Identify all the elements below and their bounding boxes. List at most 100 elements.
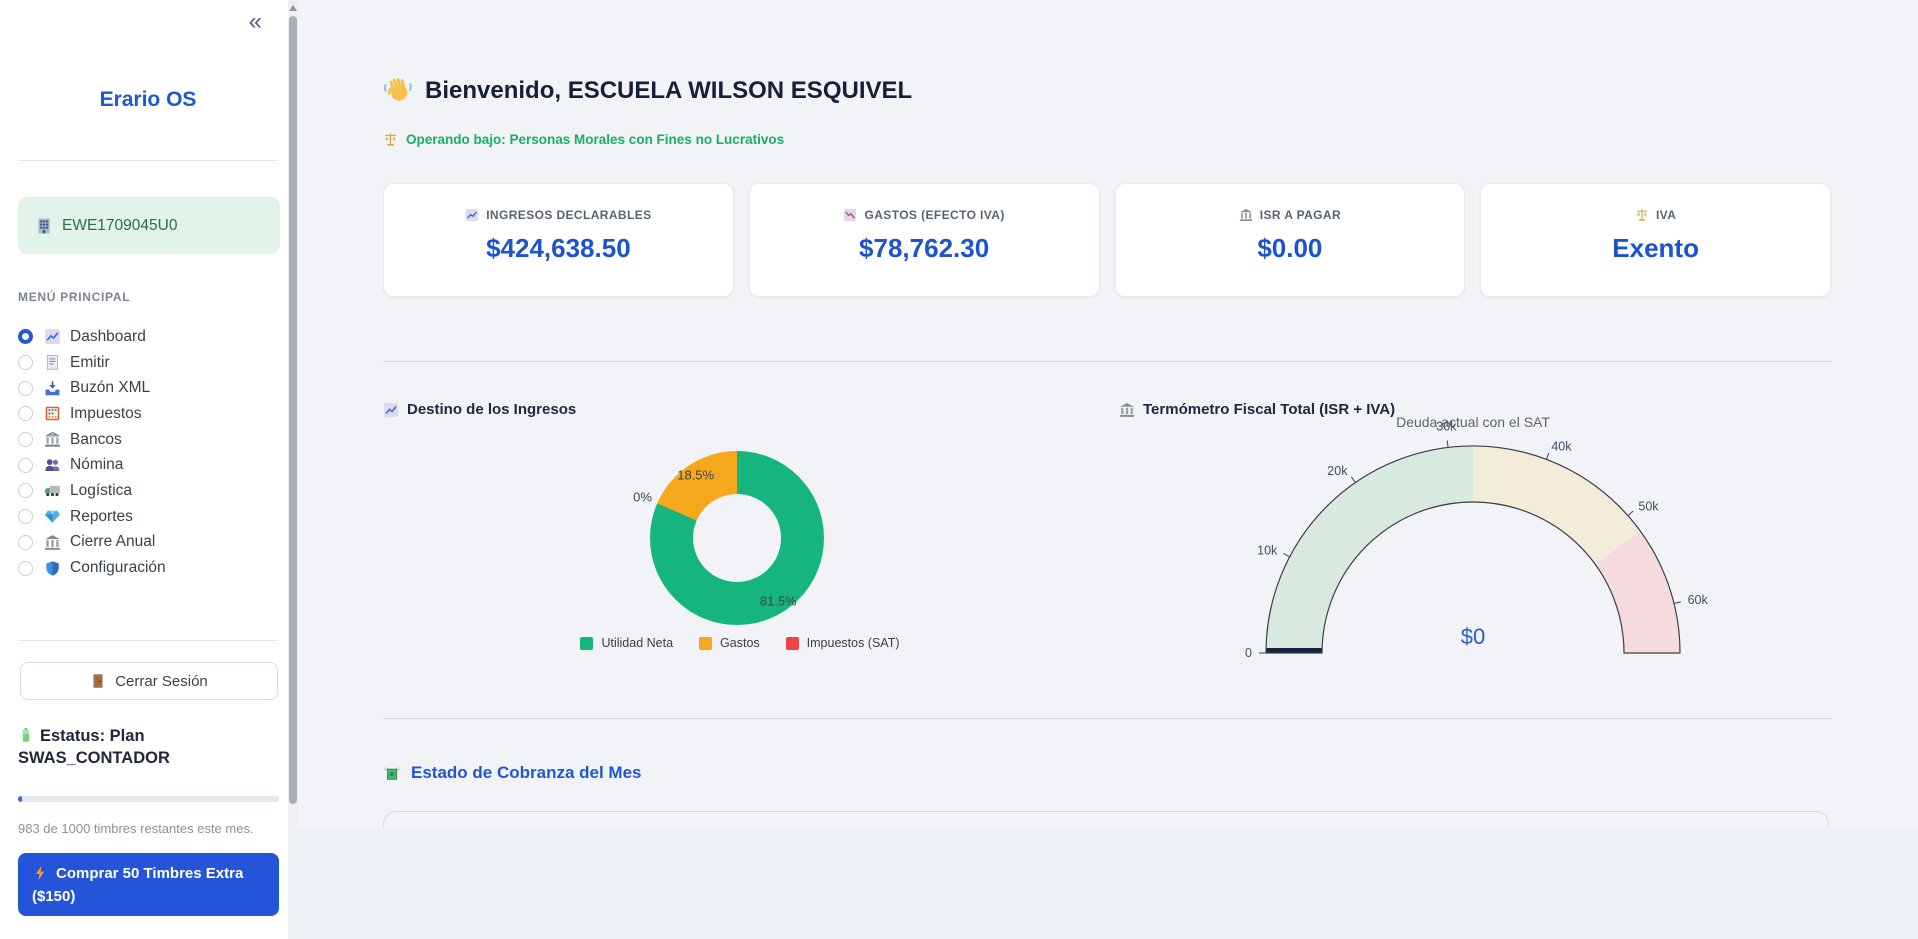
main-menu: Dashboard Emitir Buzón XML Impuestos Bancos N…: [18, 324, 278, 581]
chart-decreasing-icon: [843, 208, 857, 222]
truck-icon: [44, 482, 61, 499]
lightning-icon: [32, 865, 48, 881]
sidebar-item-emitir[interactable]: Emitir: [18, 350, 278, 376]
legend-swatch: [785, 636, 799, 650]
sidebar-item-reportes[interactable]: Reportes: [18, 504, 278, 530]
gauge-chart-title: Termómetro Fiscal Total (ISR + IVA): [1119, 401, 1395, 418]
buy-timbres-button[interactable]: Comprar 50 Timbres Extra ($150): [18, 853, 279, 916]
metric-label: GASTOS (EFECTO IVA): [750, 208, 1099, 222]
gauge-tick-label: 10k: [1257, 543, 1278, 557]
divider: [18, 160, 278, 161]
sidebar-scrollbar[interactable]: [288, 0, 298, 939]
gauge-outline: [1265, 445, 1681, 654]
sidebar-item-logistica[interactable]: Logística: [18, 478, 278, 504]
pie-slice-label-utilidad-neta: 81.5%: [759, 593, 797, 609]
sidebar-item-configuracion[interactable]: Configuración: [18, 555, 278, 581]
bank-icon: [44, 431, 61, 448]
pie-chart-title: Destino de los Ingresos: [383, 401, 576, 418]
scrollbar-thumb[interactable]: [289, 16, 297, 804]
company-rfc-badge: EWE1709045U0: [18, 197, 280, 254]
menu-section-label: MENÚ PRINCIPAL: [18, 290, 131, 304]
metric-value: $78,762.30: [859, 233, 990, 263]
gauge-value: $0: [1460, 624, 1486, 649]
gauge-subtitle: Deuda actual con el SAT: [1396, 414, 1550, 430]
classical-building-icon: [1239, 208, 1253, 222]
chart-increasing-icon: [383, 402, 399, 418]
legend-swatch: [699, 636, 713, 650]
gauge-tick-label: 0: [1245, 646, 1252, 660]
sidebar-item-label: Reportes: [70, 507, 133, 525]
gauge-tick: [1627, 510, 1634, 517]
sidebar-item-nomina[interactable]: Nómina: [18, 452, 278, 478]
gauge-tick-label: 40k: [1551, 439, 1572, 453]
scales-icon: [1635, 208, 1649, 222]
metric-card-ingresos-declarables: INGRESOS DECLARABLES $424,638.50: [383, 183, 734, 297]
divider: [383, 361, 1831, 362]
timbres-caption: 983 de 1000 timbres restantes este mes.: [18, 821, 254, 836]
buy-timbres-label: Comprar 50 Timbres Extra ($150): [32, 865, 244, 906]
sidebar-item-label: Emitir: [70, 353, 110, 371]
gauge-tick: [1673, 601, 1681, 604]
gauge-tick: [1545, 452, 1550, 460]
divider: [383, 718, 1831, 719]
logout-button[interactable]: Cerrar Sesión: [20, 662, 278, 700]
shield-icon: [44, 560, 61, 577]
collections-section-header: Estado de Cobranza del Mes: [383, 763, 642, 783]
radio-button[interactable]: [18, 329, 33, 345]
scales-icon: [383, 132, 398, 147]
timbres-progress-bar: [18, 796, 279, 802]
legend-swatch: [580, 636, 594, 650]
app-title: Erario OS: [99, 88, 197, 111]
divider: [18, 640, 278, 641]
gauge-tick: [1283, 553, 1290, 558]
sidebar-item-label: Nómina: [70, 456, 124, 474]
radio-button[interactable]: [18, 355, 33, 371]
logout-label: Cerrar Sesión: [115, 672, 208, 690]
scrollbar-up-arrow-icon[interactable]: [289, 5, 297, 11]
chart-increasing-icon: [465, 208, 479, 222]
legend-label: Impuestos (SAT): [806, 636, 900, 650]
donut-legend: Utilidad Neta Gastos Impuestos (SAT): [510, 636, 970, 650]
radio-button[interactable]: [18, 406, 33, 422]
gauge-tick-label: 50k: [1638, 499, 1659, 513]
gauge-chart-title-text: Termómetro Fiscal Total (ISR + IVA): [1143, 401, 1396, 418]
sidebar-item-label: Impuestos: [70, 404, 142, 422]
gauge-step: [1266, 446, 1473, 653]
classical-building-icon: [44, 534, 61, 551]
metric-cards-row: INGRESOS DECLARABLES $424,638.50 GASTOS (E…: [383, 183, 1831, 297]
sidebar-item-buzon-xml[interactable]: Buzón XML: [18, 375, 278, 401]
sidebar-item-bancos[interactable]: Bancos: [18, 427, 278, 453]
legend-item-utilidad-neta[interactable]: Utilidad Neta: [580, 636, 673, 650]
regime-text: Operando bajo: Personas Morales con Fine…: [406, 132, 785, 147]
gauge-tick-label: 60k: [1688, 593, 1709, 607]
radio-button[interactable]: [18, 483, 33, 499]
sidebar: « Erario OS EWE1709045U0 MENÚ PRINCIPAL …: [0, 0, 298, 939]
metric-card-iva: IVA Exento: [1480, 183, 1831, 297]
sidebar-item-cierre-anual[interactable]: Cierre Anual: [18, 530, 278, 556]
door-icon: [90, 673, 106, 689]
sidebar-item-label: Dashboard: [70, 327, 146, 345]
sidebar-item-impuestos[interactable]: Impuestos: [18, 401, 278, 427]
sidebar-collapse-button[interactable]: «: [248, 8, 262, 35]
radio-button[interactable]: [18, 509, 33, 525]
legend-item-gastos[interactable]: Gastos: [699, 636, 760, 650]
sidebar-item-dashboard[interactable]: Dashboard: [18, 324, 278, 350]
metric-card-isr-a-pagar: ISR A PAGAR $0.00: [1114, 183, 1466, 297]
pie-slice-label-gastos: 18.5%: [677, 467, 715, 483]
sidebar-item-label: Bancos: [70, 430, 122, 448]
radio-button[interactable]: [18, 560, 33, 576]
gauge-tick: [1446, 440, 1449, 448]
income-donut-chart: 81.5% 0% 18.5%: [633, 451, 824, 625]
radio-button[interactable]: [18, 432, 33, 448]
page-header: Bienvenido, ESCUELA WILSON ESQUIVEL: [383, 76, 912, 105]
radio-button[interactable]: [18, 457, 33, 473]
radio-button[interactable]: [18, 380, 33, 396]
gauge-value-bar: [1266, 648, 1322, 653]
metric-value: $424,638.50: [486, 233, 631, 263]
radio-button[interactable]: [18, 534, 33, 550]
metric-card-gastos-efecto-iva: GASTOS (EFECTO IVA) $78,762.30: [748, 183, 1100, 297]
legend-item-impuestos-sat[interactable]: Impuestos (SAT): [785, 636, 900, 650]
plan-status-label: Estatus: Plan SWAS_CONTADOR: [18, 727, 170, 768]
receipt-icon: [44, 354, 61, 371]
